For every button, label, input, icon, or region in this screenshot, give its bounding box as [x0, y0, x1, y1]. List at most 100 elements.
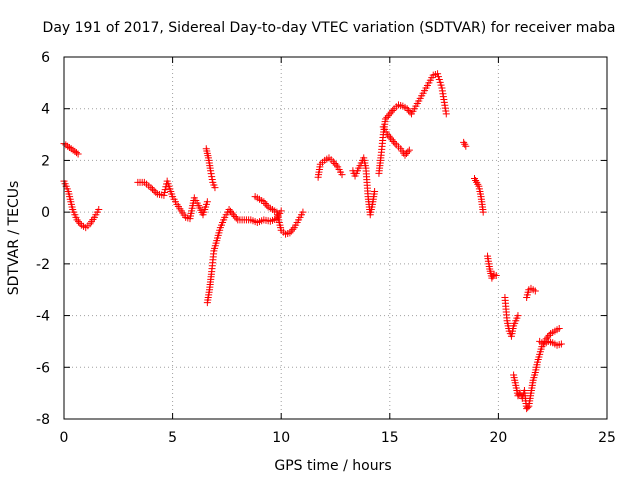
grid-lines — [64, 57, 607, 419]
data-point — [545, 331, 553, 339]
data-point — [207, 167, 215, 175]
series-seg-n — [501, 293, 522, 340]
axis-ticks — [63, 56, 608, 420]
data-point — [287, 227, 295, 235]
data-point — [386, 110, 394, 118]
x-axis-label: GPS time / hours — [274, 458, 391, 474]
y-tick-label: 0 — [41, 205, 50, 221]
data-point — [435, 75, 443, 83]
data-point — [405, 146, 413, 154]
data-point — [207, 170, 215, 178]
data-point — [261, 200, 269, 208]
data-point — [229, 211, 237, 219]
data-point — [557, 340, 565, 348]
data-point — [208, 175, 216, 183]
series-seg-p — [523, 284, 539, 301]
y-tick-labels: -8 -6 -4 -2 0 2 4 6 — [36, 50, 50, 428]
y-tick-label: -2 — [36, 257, 50, 273]
series-seg-k — [460, 138, 470, 150]
chart-title: Day 191 of 2017, Sidereal Day-to-day VTE… — [43, 20, 616, 36]
data-point — [225, 206, 233, 214]
y-tick-label: -6 — [36, 360, 50, 376]
data-point — [434, 70, 442, 78]
data-point — [65, 144, 73, 151]
data-point — [391, 139, 399, 147]
data-point — [277, 207, 285, 215]
data-point — [436, 78, 444, 86]
data-point — [403, 105, 411, 113]
data-point — [461, 140, 469, 148]
data-point — [263, 201, 271, 209]
data-point — [286, 229, 294, 237]
series-seg-c — [134, 177, 211, 223]
data-point — [72, 149, 80, 157]
data-point — [524, 403, 532, 411]
y-tick-label: -4 — [36, 309, 50, 325]
series-seg-h — [349, 154, 379, 219]
data-point — [389, 106, 397, 114]
data-point — [74, 150, 82, 158]
series-seg-o — [510, 325, 563, 413]
series-seg-d — [202, 145, 219, 192]
data-point — [232, 214, 240, 222]
data-point — [555, 325, 563, 332]
y-tick-label: 2 — [41, 153, 50, 169]
data-point — [228, 209, 236, 217]
data-point — [544, 333, 552, 341]
data-point — [67, 145, 75, 153]
data-point — [95, 206, 103, 214]
data-point — [260, 198, 268, 206]
data-point — [387, 134, 395, 142]
series-seg-m — [484, 252, 500, 282]
series-seg-q — [536, 337, 565, 349]
data-point — [62, 141, 70, 149]
data-point — [152, 188, 160, 196]
x-tick-label: 0 — [60, 430, 69, 446]
data-point — [406, 108, 414, 116]
y-axis-label: SDTVAR / TECUs — [6, 181, 22, 296]
data-point — [161, 186, 169, 194]
series-seg-e — [203, 206, 285, 307]
data-point — [329, 158, 337, 166]
data-point — [492, 271, 500, 279]
data-point — [150, 187, 158, 195]
y-tick-label: -8 — [36, 412, 50, 428]
x-tick-label: 20 — [489, 430, 507, 446]
series-seg-b — [60, 177, 103, 232]
data-point — [147, 184, 155, 192]
data-point — [462, 142, 470, 150]
data-point — [332, 161, 340, 169]
data-point — [404, 148, 412, 156]
data-point — [531, 287, 539, 295]
data-point — [442, 110, 450, 118]
data-point — [385, 132, 393, 140]
data-point — [434, 73, 442, 81]
data-point — [389, 137, 397, 145]
data-point — [331, 159, 339, 167]
series-seg-l — [471, 175, 487, 216]
data-point — [405, 106, 413, 114]
data-point — [231, 212, 239, 220]
y-tick-label: 6 — [41, 50, 50, 66]
data-point — [371, 187, 379, 195]
data-point — [381, 115, 389, 123]
data-point — [387, 108, 395, 116]
data-point — [388, 136, 396, 144]
x-tick-label: 25 — [598, 430, 616, 446]
series-seg-g — [314, 154, 346, 181]
data-point — [383, 113, 391, 121]
x-tick-label: 10 — [272, 430, 290, 446]
plot-frame — [63, 56, 608, 420]
data-point — [514, 312, 522, 320]
data-point — [384, 112, 392, 120]
series-seg-f — [251, 193, 307, 238]
y-tick-label: 4 — [41, 102, 50, 118]
x-tick-label: 5 — [168, 430, 177, 446]
series-seg-j — [379, 123, 413, 159]
data-point — [74, 218, 82, 226]
data-point — [289, 225, 297, 233]
data-point — [384, 131, 392, 139]
data-point — [73, 216, 81, 224]
data-point — [203, 198, 211, 206]
data-point — [76, 219, 84, 227]
